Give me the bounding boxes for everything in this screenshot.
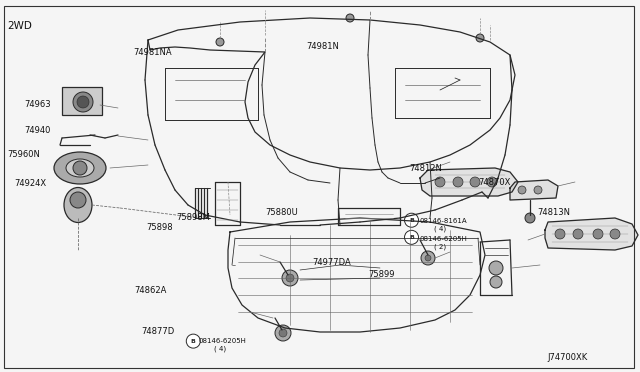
Text: ( 4): ( 4) xyxy=(214,346,227,352)
Polygon shape xyxy=(545,218,638,250)
Text: J74700XK: J74700XK xyxy=(547,353,588,362)
Ellipse shape xyxy=(54,152,106,184)
Circle shape xyxy=(489,261,503,275)
Text: 74862A: 74862A xyxy=(134,286,167,295)
Circle shape xyxy=(421,251,435,265)
Circle shape xyxy=(573,229,583,239)
Circle shape xyxy=(73,92,93,112)
Circle shape xyxy=(534,186,542,194)
Circle shape xyxy=(425,255,431,261)
Text: 75898M: 75898M xyxy=(176,213,210,222)
Text: 74870X: 74870X xyxy=(479,178,511,187)
Text: 2WD: 2WD xyxy=(8,21,33,31)
Circle shape xyxy=(186,334,200,348)
Text: 75960N: 75960N xyxy=(8,150,40,159)
Text: 08146-6205H: 08146-6205H xyxy=(198,339,246,344)
Text: 74812N: 74812N xyxy=(410,164,442,173)
Text: ( 2): ( 2) xyxy=(434,243,446,250)
Circle shape xyxy=(404,230,419,244)
Circle shape xyxy=(525,213,535,223)
Text: 74877D: 74877D xyxy=(141,327,174,336)
Circle shape xyxy=(73,161,87,175)
Circle shape xyxy=(279,329,287,337)
Circle shape xyxy=(282,270,298,286)
Circle shape xyxy=(77,96,89,108)
Text: 08146-6205H: 08146-6205H xyxy=(420,236,468,242)
Text: B: B xyxy=(409,218,414,223)
Circle shape xyxy=(275,325,291,341)
Ellipse shape xyxy=(64,187,92,222)
Text: 75899: 75899 xyxy=(368,270,394,279)
Polygon shape xyxy=(510,180,558,200)
Circle shape xyxy=(286,274,294,282)
Circle shape xyxy=(610,229,620,239)
Text: 08146-8161A: 08146-8161A xyxy=(420,218,467,224)
Circle shape xyxy=(453,177,463,187)
FancyBboxPatch shape xyxy=(62,87,102,115)
Circle shape xyxy=(216,38,224,46)
Text: 75880U: 75880U xyxy=(266,208,298,217)
Text: ( 4): ( 4) xyxy=(434,225,446,232)
Circle shape xyxy=(518,186,526,194)
Polygon shape xyxy=(420,168,518,196)
Text: 74981NA: 74981NA xyxy=(133,48,172,57)
Circle shape xyxy=(476,34,484,42)
Text: 74981N: 74981N xyxy=(306,42,339,51)
Text: 74977DA: 74977DA xyxy=(312,258,351,267)
Circle shape xyxy=(490,276,502,288)
Circle shape xyxy=(435,177,445,187)
Text: B: B xyxy=(409,235,414,240)
Circle shape xyxy=(555,229,565,239)
Text: 74924X: 74924X xyxy=(14,179,46,187)
Circle shape xyxy=(70,192,86,208)
Circle shape xyxy=(593,229,603,239)
Text: 74940: 74940 xyxy=(24,126,51,135)
Circle shape xyxy=(404,213,419,227)
Circle shape xyxy=(470,177,480,187)
Text: 75898: 75898 xyxy=(146,223,173,232)
Circle shape xyxy=(487,177,497,187)
Circle shape xyxy=(346,14,354,22)
Text: 74813N: 74813N xyxy=(538,208,571,217)
Ellipse shape xyxy=(66,159,94,177)
Text: B: B xyxy=(191,339,196,344)
Text: 74963: 74963 xyxy=(24,100,51,109)
